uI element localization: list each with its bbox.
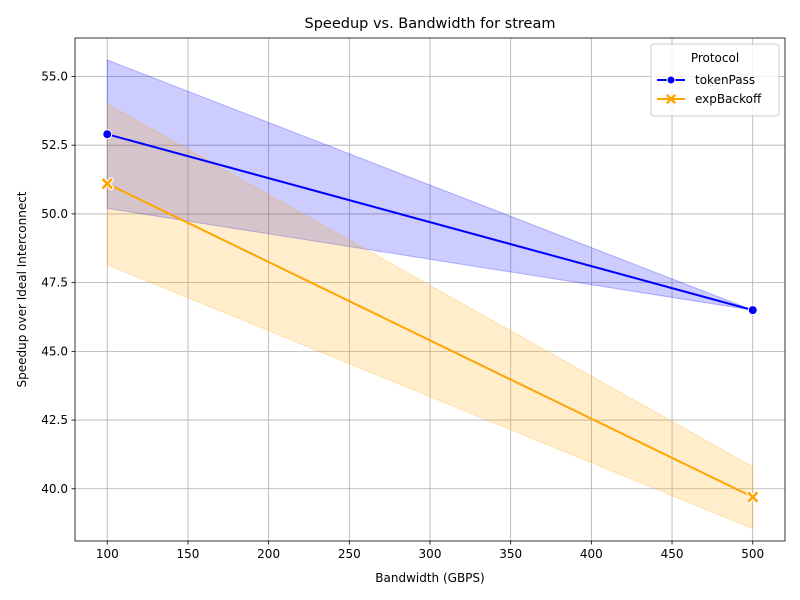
x-axis-label: Bandwidth (GBPS)	[375, 571, 484, 585]
x-tick-label: 100	[96, 547, 119, 561]
series-lines	[106, 133, 754, 498]
legend-marker-expBackoff	[666, 94, 676, 104]
data-point-tokenPass	[747, 305, 758, 316]
legend: Protocol tokenPass expBackoff	[650, 43, 780, 117]
x-tick-label: 350	[499, 547, 522, 561]
x-tick-label: 200	[257, 547, 280, 561]
x-tick-label: 500	[741, 547, 764, 561]
data-point-expBackoff	[100, 177, 114, 191]
series-markers	[100, 129, 760, 504]
y-axis-label: Speedup over Ideal Interconnect	[15, 191, 29, 387]
y-ticks: 40.0 42.5 45.0 47.5 50.0 52.5 55.0	[41, 69, 75, 496]
x-tick-label: 300	[419, 547, 442, 561]
chart-title: Speedup vs. Bandwidth for stream	[305, 16, 556, 32]
legend-label-expBackoff: expBackoff	[695, 92, 762, 106]
grid	[75, 38, 785, 541]
x-tick-label: 450	[661, 547, 684, 561]
y-tick-label: 42.5	[41, 413, 68, 427]
series-line-tokenPass	[107, 133, 753, 312]
data-point-expBackoff	[746, 490, 760, 504]
y-tick-label: 55.0	[41, 69, 68, 83]
y-tick-label: 52.5	[41, 138, 68, 152]
confidence-bands	[106, 59, 754, 530]
y-tick-label: 40.0	[41, 482, 68, 496]
x-tick-label: 250	[338, 547, 361, 561]
x-ticks: 100 150 200 250 300 350 400 450 500	[96, 541, 764, 561]
confidence-band-expBackoff	[106, 103, 754, 530]
y-tick-label: 50.0	[41, 207, 68, 221]
x-tick-label: 400	[580, 547, 603, 561]
y-tick-label: 45.0	[41, 344, 68, 358]
x-tick-label: 150	[177, 547, 200, 561]
legend-label-tokenPass: tokenPass	[695, 73, 755, 87]
legend-title: Protocol	[691, 51, 739, 65]
series-line-expBackoff	[106, 182, 754, 498]
legend-marker-tokenPass	[666, 75, 676, 85]
y-tick-label: 47.5	[41, 276, 68, 290]
data-point-tokenPass	[102, 129, 113, 140]
